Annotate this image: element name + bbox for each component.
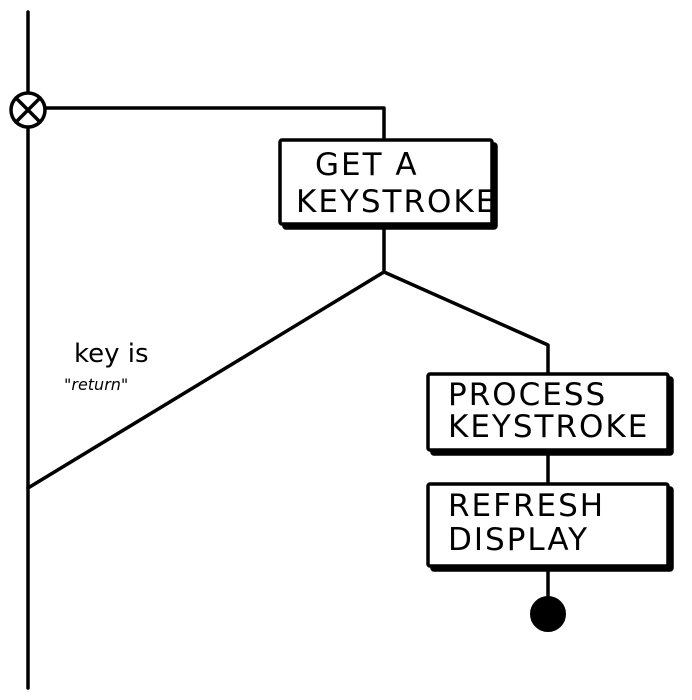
guard-label: key is "return" bbox=[64, 339, 149, 394]
process-branch-line bbox=[382, 270, 550, 376]
loop-junction-symbol bbox=[9, 91, 47, 129]
process-keystroke-box: PROCESS KEYSTROKE bbox=[426, 372, 670, 452]
process-keystroke-line2: KEYSTROKE bbox=[448, 409, 649, 445]
end-node bbox=[530, 596, 566, 632]
refresh-display-line2: DISPLAY bbox=[448, 522, 589, 558]
get-keystroke-box: GET A KEYSTROKE bbox=[278, 138, 497, 226]
refresh-display-line1: REFRESH bbox=[448, 488, 605, 524]
loop-connector bbox=[43, 106, 386, 142]
get-keystroke-line1: GET A bbox=[315, 147, 419, 183]
get-keystroke-line2: KEYSTROKE bbox=[296, 184, 497, 220]
process-keystroke-line1: PROCESS bbox=[448, 377, 607, 413]
refresh-display-box: REFRESH DISPLAY bbox=[426, 482, 670, 568]
return-branch-line bbox=[26, 270, 386, 490]
guard-label-line1: key is bbox=[74, 339, 149, 369]
guard-label-line2: "return" bbox=[64, 375, 128, 394]
